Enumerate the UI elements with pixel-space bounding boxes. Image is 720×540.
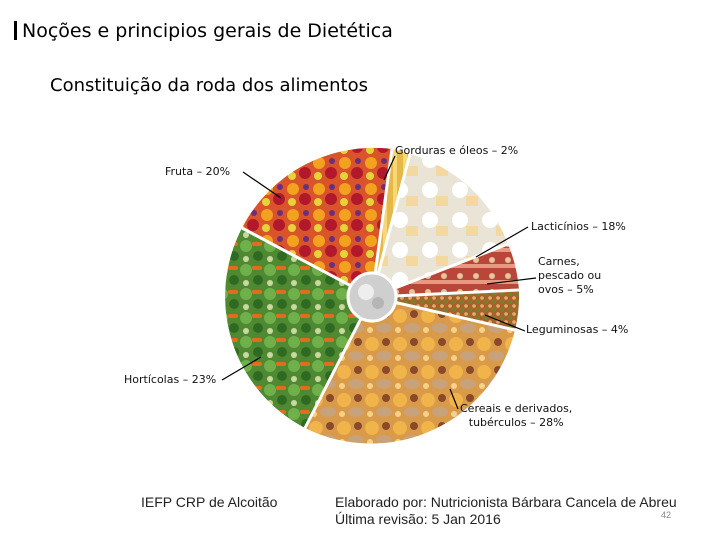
- wheel-sectors: [225, 147, 520, 444]
- slide-title-text: Noções e principios gerais de Dietética: [22, 20, 393, 42]
- label-carnes: Carnes, pescado ou ovos – 5%: [538, 255, 601, 297]
- label-fruta: Fruta – 20%: [165, 165, 231, 178]
- label-cereais-line2: tubérculos – 28%: [468, 416, 564, 429]
- label-leguminosas: Leguminosas – 4%: [526, 323, 629, 336]
- sector-fruta: [242, 147, 392, 297]
- footer-revision: Última revisão: 5 Jan 2016: [335, 511, 501, 527]
- title-bar-marker: [14, 21, 17, 40]
- label-horticolas: Hortícolas – 23%: [124, 373, 217, 386]
- slide-title: Noções e principios gerais de Dietética: [14, 20, 393, 42]
- footer-institution: IEFP CRP de Alcoitão: [141, 494, 278, 510]
- label-carnes-line1: Carnes,: [538, 255, 580, 268]
- leader-lines: [221, 155, 537, 410]
- sector-leguminosas: [372, 290, 520, 330]
- label-cereais: Cereais e derivados, tubérculos – 28%: [460, 402, 572, 430]
- label-carnes-line2: pescado ou: [538, 269, 602, 282]
- slide-subtitle: Constituição da roda dos alimentos: [50, 75, 368, 96]
- label-gorduras: Gorduras e óleos – 2%: [395, 144, 519, 157]
- label-carnes-line3: ovos – 5%: [538, 283, 594, 296]
- sector-lacticinios: [372, 154, 508, 297]
- label-lacticinios: Lacticínios – 18%: [531, 220, 626, 233]
- sector-cereais: [305, 297, 515, 444]
- footer-author: Elaborado por: Nutricionista Bárbara Can…: [335, 494, 677, 510]
- page-number: 42: [661, 510, 672, 520]
- label-cereais-line1: Cereais e derivados,: [460, 402, 573, 415]
